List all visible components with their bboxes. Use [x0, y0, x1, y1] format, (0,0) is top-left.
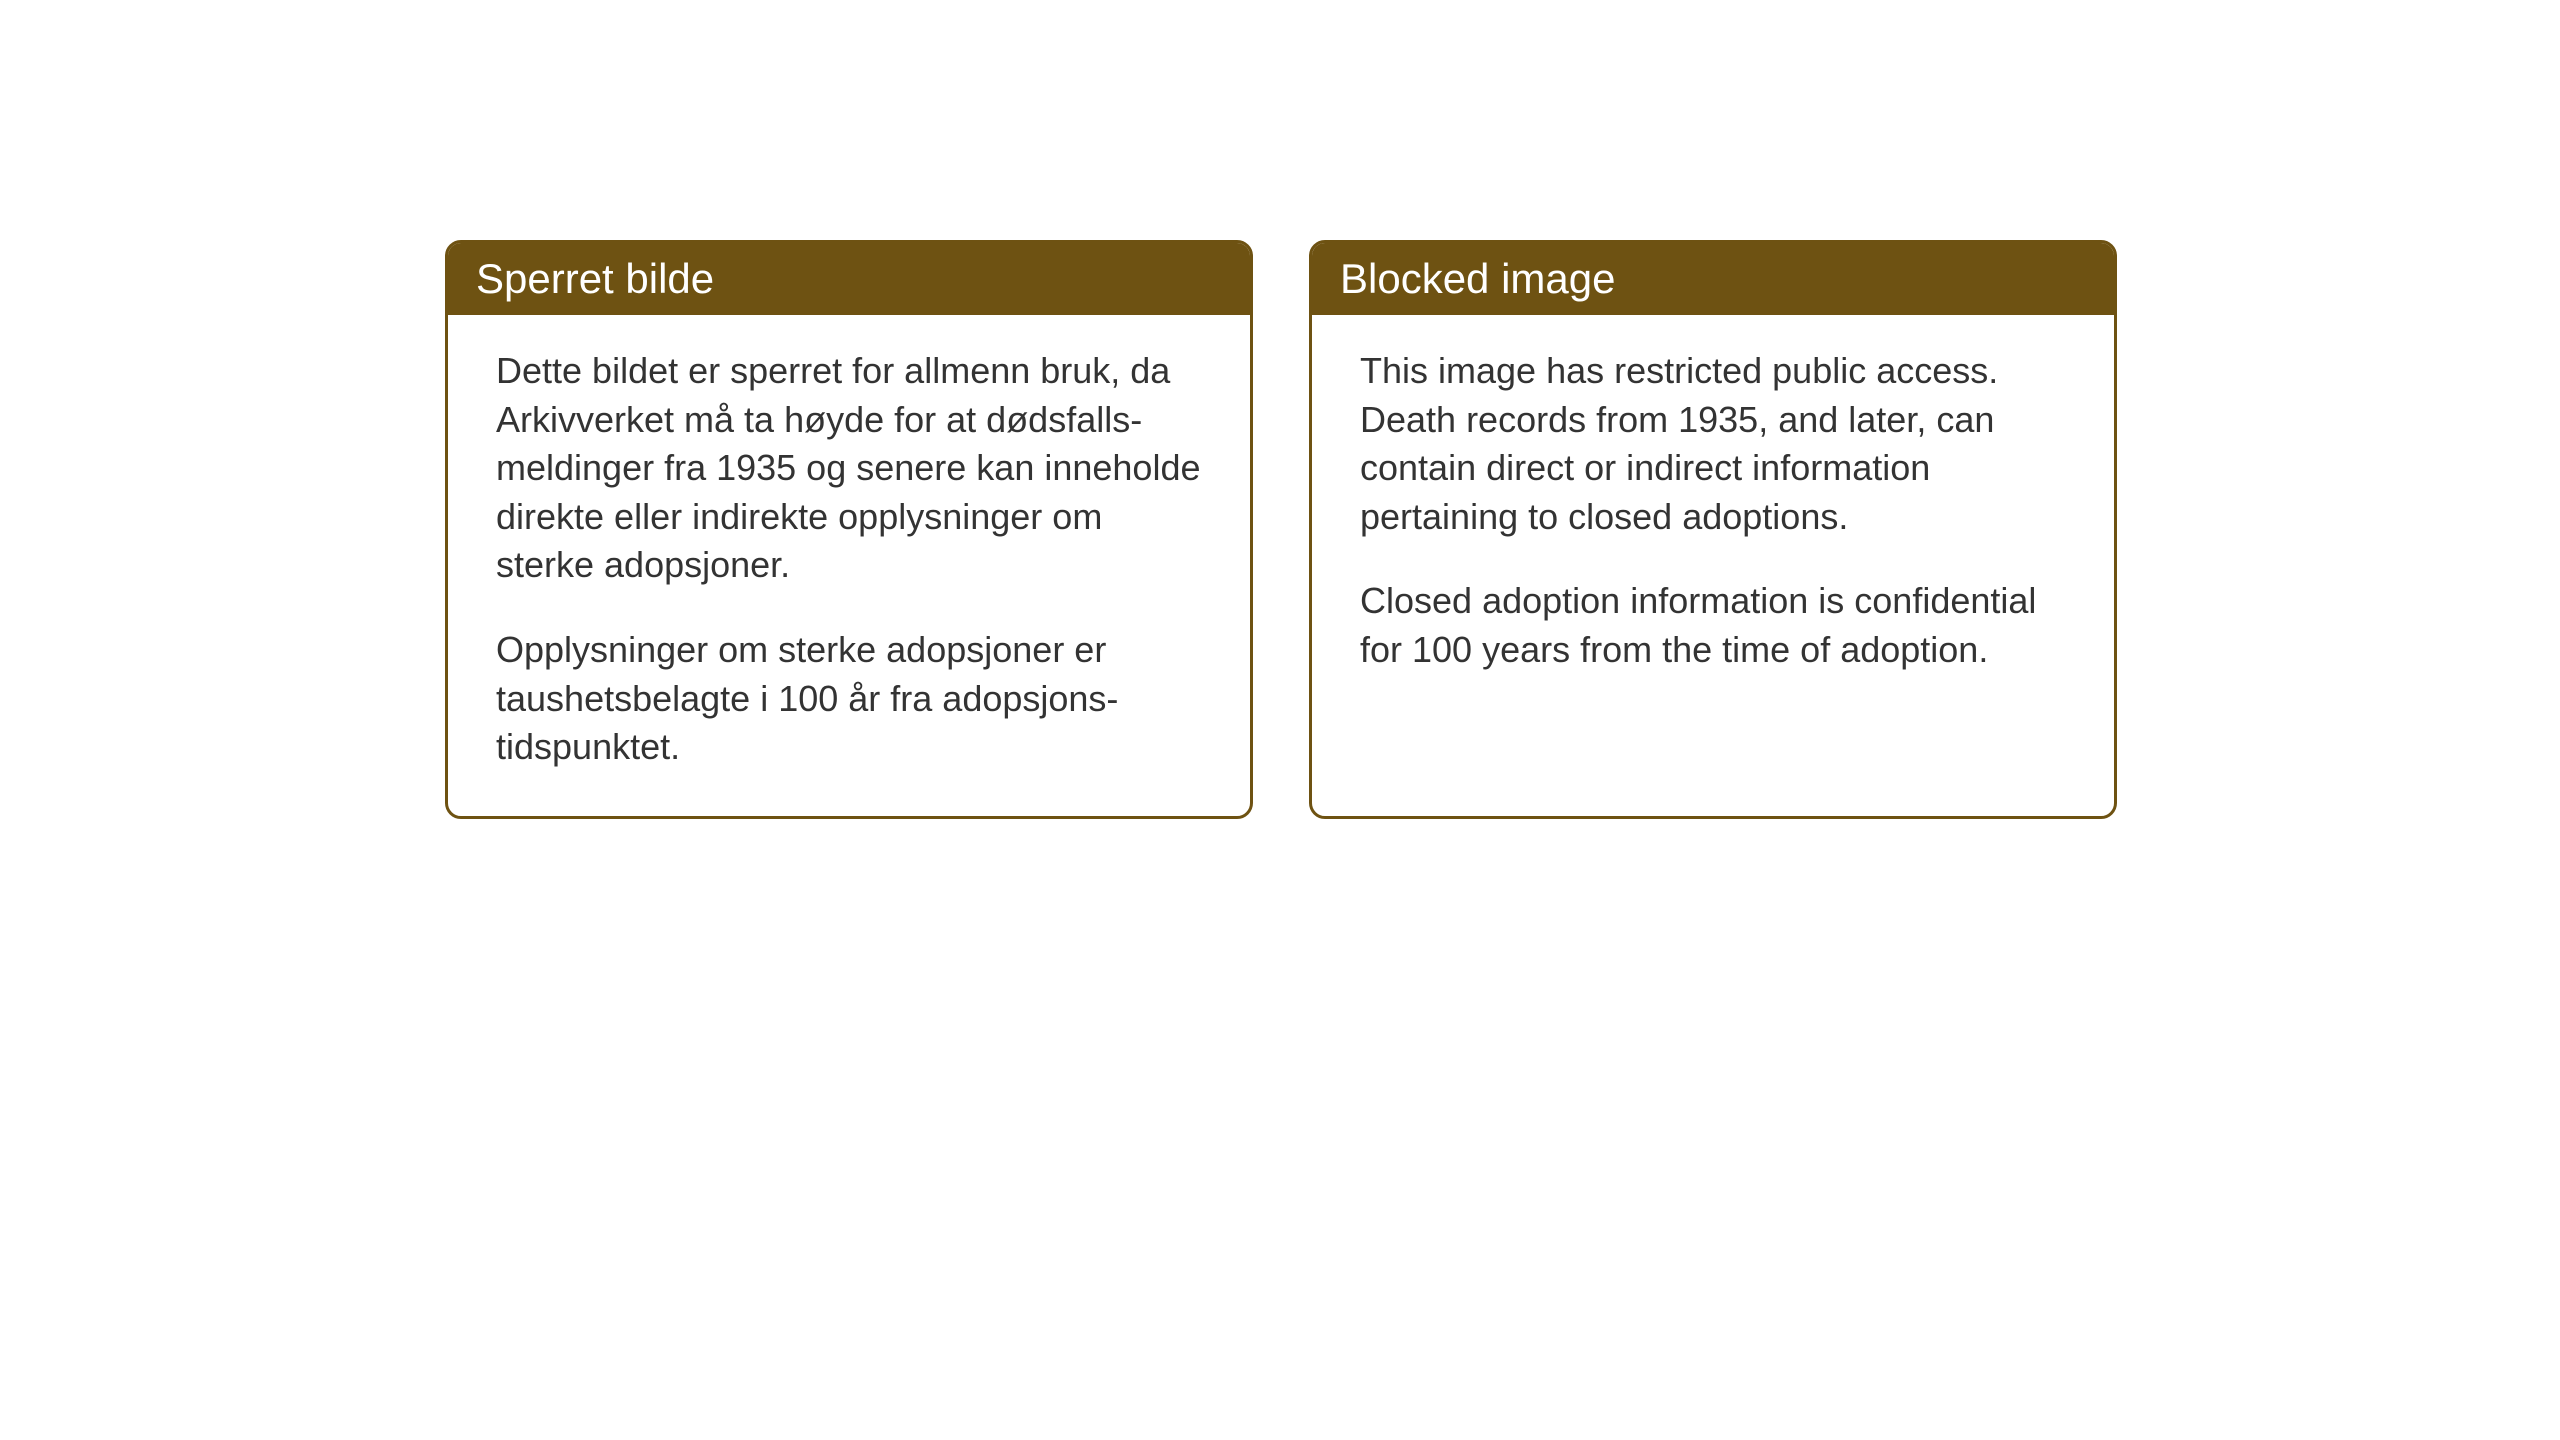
english-card-header: Blocked image — [1312, 243, 2114, 315]
english-paragraph-2: Closed adoption information is confident… — [1360, 577, 2066, 674]
english-card: Blocked image This image has restricted … — [1309, 240, 2117, 819]
norwegian-card-body: Dette bildet er sperret for allmenn bruk… — [448, 315, 1250, 816]
norwegian-card-title: Sperret bilde — [476, 255, 714, 302]
norwegian-paragraph-2: Opplysninger om sterke adopsjoner er tau… — [496, 626, 1202, 772]
norwegian-paragraph-1: Dette bildet er sperret for allmenn bruk… — [496, 347, 1202, 590]
english-card-title: Blocked image — [1340, 255, 1615, 302]
english-paragraph-1: This image has restricted public access.… — [1360, 347, 2066, 541]
norwegian-card-header: Sperret bilde — [448, 243, 1250, 315]
english-card-body: This image has restricted public access.… — [1312, 315, 2114, 719]
norwegian-card: Sperret bilde Dette bildet er sperret fo… — [445, 240, 1253, 819]
cards-container: Sperret bilde Dette bildet er sperret fo… — [445, 240, 2117, 819]
